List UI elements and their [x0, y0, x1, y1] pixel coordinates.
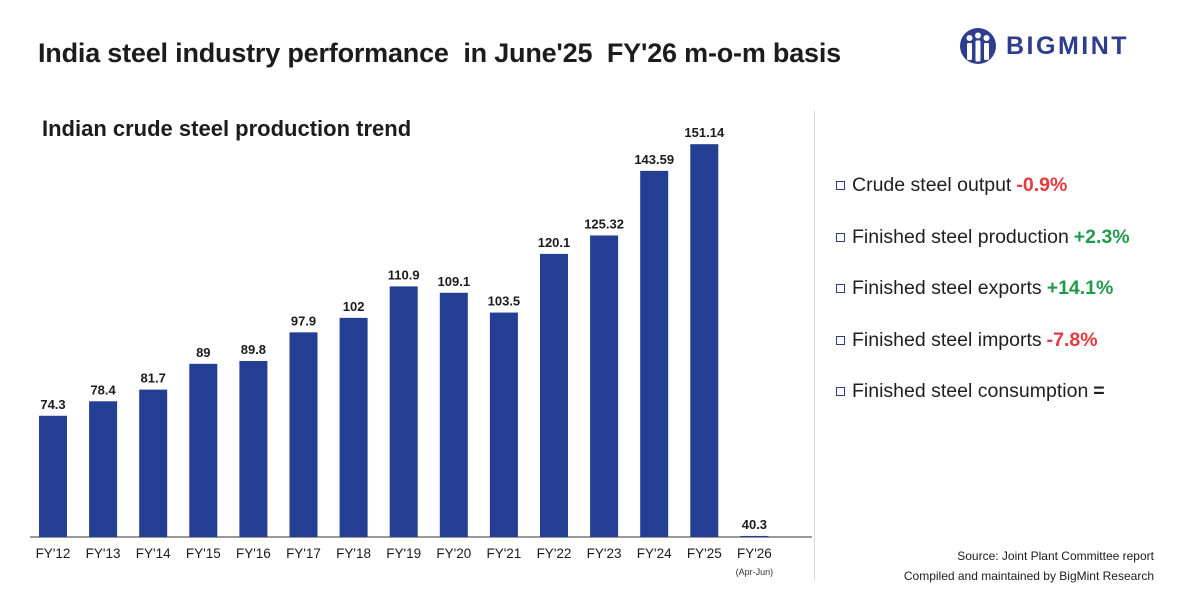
- data-label-fy24: 143.59: [634, 152, 674, 167]
- bar-fy23: [590, 235, 619, 537]
- source-note: Source: Joint Plant Committee report Com…: [904, 546, 1154, 586]
- bar-fy22: [540, 253, 568, 537]
- bar-fy16: [239, 360, 268, 537]
- logo-wordmark: BIGMINT: [1006, 31, 1130, 60]
- compiled-text: Compiled and maintained by BigMint Resea…: [903, 569, 1154, 583]
- stat-label: Finished steel imports: [852, 328, 1042, 351]
- bar-fy25: [690, 144, 719, 537]
- x-tick-label-fy20: FY'20: [436, 546, 471, 561]
- bar-fy21: [489, 312, 518, 537]
- stat-item-finished-steel-production: Finished steel production +2.3%: [836, 226, 1130, 278]
- source-text: Source: Joint Plant Committee report: [957, 549, 1154, 563]
- x-tick-label-fy24: FY'24: [637, 546, 672, 561]
- panel-divider: [814, 110, 815, 580]
- chart-title: Indian crude steel production trend: [42, 116, 412, 141]
- data-label-fy12: 74.3: [40, 397, 65, 412]
- stat-item-finished-steel-imports: Finished steel imports -7.8%: [836, 329, 1130, 381]
- page-title: India steel industry performance in June…: [38, 38, 841, 68]
- bar-fy13: [89, 401, 118, 537]
- bar-fy24: [640, 170, 669, 538]
- x-tick-label-fy22: FY'22: [537, 546, 572, 561]
- bullet-icon: [836, 335, 845, 345]
- data-label-fy14: 81.7: [141, 371, 166, 386]
- bar-fy20: [439, 292, 468, 537]
- bar-fy19: [389, 286, 418, 537]
- stat-label: Finished steel consumption: [852, 380, 1089, 402]
- bullet-icon: [836, 284, 845, 293]
- data-label-fy21: 103.5: [488, 294, 521, 309]
- bar-fy18: [339, 317, 368, 537]
- stat-item-crude-steel-output: Crude steel output -0.9%: [836, 174, 1130, 226]
- stat-value: =: [1093, 380, 1105, 402]
- data-label-fy22: 120.1: [538, 235, 571, 250]
- x-tick-label-fy25: FY'25: [687, 546, 722, 561]
- x-tick-label-fy12: FY'12: [36, 546, 71, 561]
- x-tick-label-fy23: FY'23: [587, 546, 622, 561]
- x-tick-label-fy26: FY'26: [737, 546, 772, 561]
- stat-item-finished-steel-consumption: Finished steel consumption =: [836, 380, 1130, 432]
- x-tick-label-fy21: FY'21: [486, 546, 521, 561]
- data-label-fy16: 89.8: [241, 342, 266, 357]
- bar-fy12: [39, 415, 67, 537]
- bar-chart: 74.3 FY'12 78.4 FY'13 81.7 FY'14 89 FY'15 89.8 FY…: [30, 125, 812, 577]
- x-tick-label-fy18: FY'18: [336, 546, 371, 561]
- data-label-fy17: 97.9: [291, 313, 316, 328]
- stat-item-finished-steel-exports: Finished steel exports +14.1%: [836, 277, 1130, 329]
- data-label-fy18: 102: [343, 299, 365, 314]
- x-tick-note-fy26: (Apr-Jun): [736, 567, 774, 577]
- bigmint-logo-icon: [960, 28, 996, 64]
- data-label-fy15: 89: [196, 345, 210, 360]
- bar-fy17: [289, 332, 318, 537]
- x-tick-label-fy13: FY'13: [86, 546, 121, 561]
- x-tick-label-fy16: FY'16: [236, 546, 271, 561]
- stat-label: Finished steel production: [852, 225, 1069, 248]
- data-label-fy25: 151.14: [684, 125, 725, 140]
- bullet-icon: [836, 181, 845, 190]
- bigmint-logo: BIGMINT: [958, 26, 1129, 66]
- bar-fy14: [139, 389, 168, 537]
- stat-value: +2.3%: [1073, 225, 1130, 248]
- bar-fy15: [189, 363, 218, 537]
- data-label-fy20: 109.1: [438, 274, 471, 289]
- stat-value: +14.1%: [1046, 277, 1114, 299]
- stat-value: -0.9%: [1016, 174, 1068, 196]
- x-tick-label-fy17: FY'17: [286, 546, 321, 561]
- bullet-icon: [836, 387, 845, 396]
- stat-label: Finished steel exports: [852, 277, 1042, 299]
- stat-value: -7.8%: [1046, 328, 1098, 351]
- data-label-fy13: 78.4: [90, 382, 116, 397]
- x-tick-label-fy19: FY'19: [386, 546, 421, 561]
- bar-fy26: [740, 535, 769, 537]
- stat-label: Crude steel output: [852, 174, 1012, 196]
- data-label-fy26: 40.3: [742, 517, 767, 532]
- x-tick-label-fy15: FY'15: [186, 546, 221, 561]
- stats-list: Crude steel output -0.9% Finished steel …: [836, 174, 1130, 432]
- data-label-fy23: 125.32: [584, 216, 624, 231]
- data-label-fy19: 110.9: [388, 267, 420, 282]
- x-tick-label-fy14: FY'14: [136, 546, 171, 561]
- bullet-icon: [836, 232, 845, 242]
